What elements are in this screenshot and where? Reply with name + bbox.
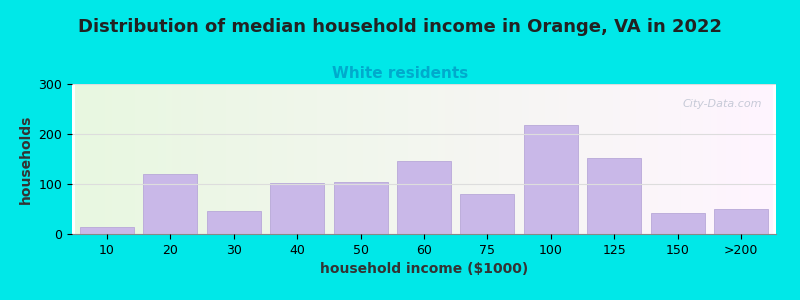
Bar (397, 160, 451, 234)
Bar (206, 211, 261, 234)
Bar (80, 226, 134, 234)
Bar (461, 194, 514, 234)
Y-axis label: households: households (19, 114, 33, 204)
Bar (270, 183, 324, 234)
Bar (143, 174, 198, 234)
X-axis label: household income ($1000): household income ($1000) (320, 262, 528, 276)
Bar (334, 182, 387, 234)
Text: City-Data.com: City-Data.com (682, 99, 762, 109)
Bar (587, 158, 642, 234)
Bar (714, 209, 768, 234)
Bar (524, 125, 578, 234)
Text: Distribution of median household income in Orange, VA in 2022: Distribution of median household income … (78, 18, 722, 36)
Text: White residents: White residents (332, 66, 468, 81)
Bar (650, 212, 705, 234)
